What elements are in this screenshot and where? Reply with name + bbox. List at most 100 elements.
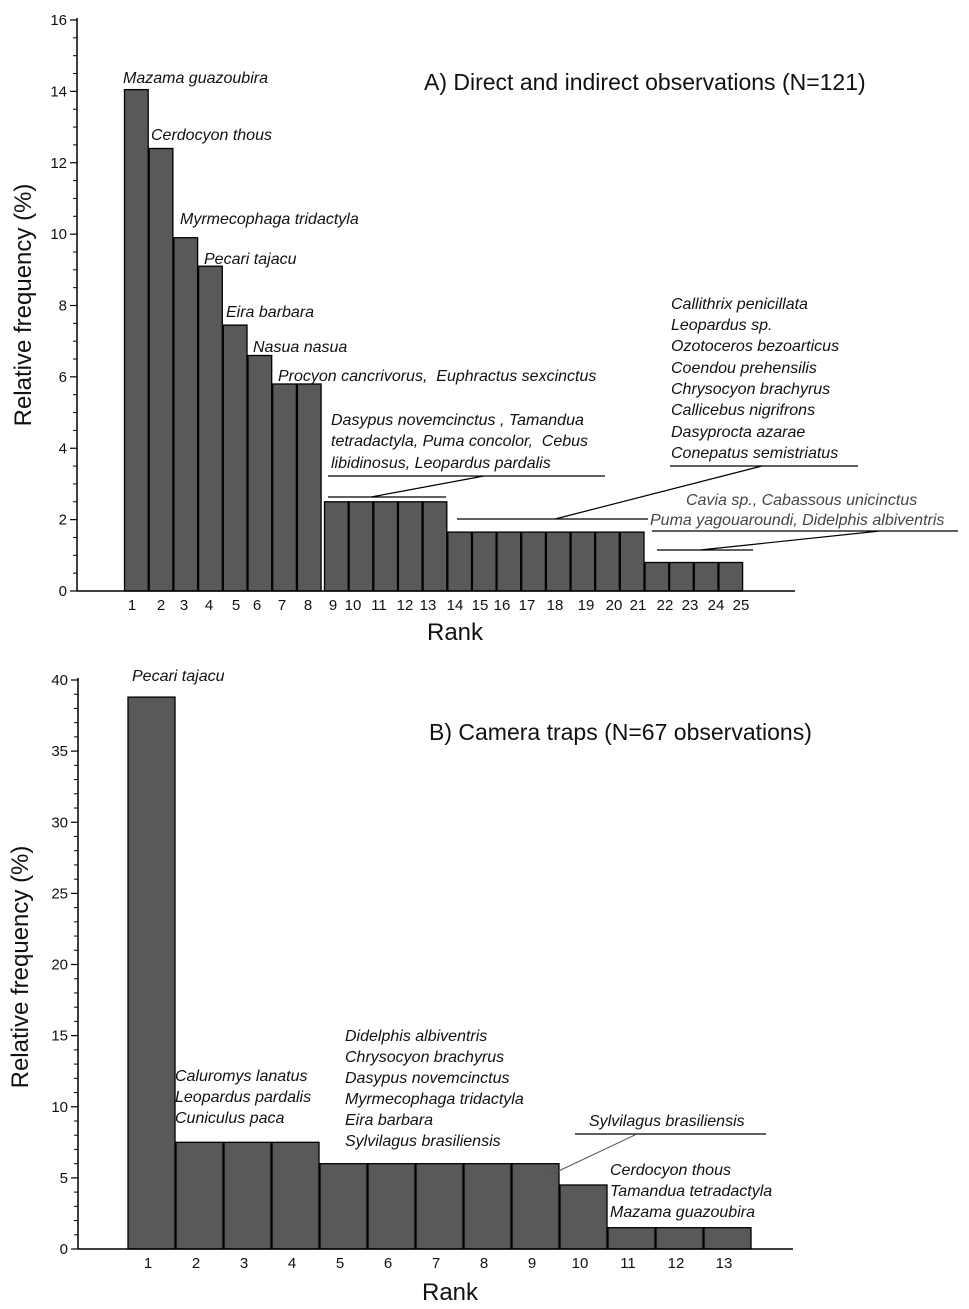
chart-a-annotation-rank-14-21-line-8: Conepatus semistriatus xyxy=(671,445,838,462)
chart-a-x-tick-label: 9 xyxy=(329,597,337,614)
chart-a-x-tick-label: 4 xyxy=(205,597,213,614)
chart-b-bar-rank-9 xyxy=(511,1163,560,1250)
chart-a-bar-rank-23 xyxy=(668,561,694,592)
chart-a-bar-rank-10 xyxy=(348,501,374,592)
chart-a-x-tick-label: 20 xyxy=(606,597,623,614)
chart-b-annotation-rank-5-9-line-1: Didelphis albiventris xyxy=(345,1028,487,1045)
chart-a-x-tick-label: 12 xyxy=(397,597,414,614)
chart-a-y-tick-label: 8 xyxy=(59,298,67,315)
chart-b-bar-rank-3 xyxy=(223,1141,272,1250)
chart-a-bar-rank-5 xyxy=(222,324,248,592)
chart-a-x-ticks: 1 2 3 4 5 6 7 8 9 10 11 12 13 14 15 16 17 18 19 20 21 22 23 24 2… xyxy=(128,597,750,614)
chart-b-x-tick-label: 12 xyxy=(668,1255,685,1272)
chart-b-x-ticks: 1 2 3 4 5 6 7 8 9 10 11 12 13 xyxy=(144,1255,733,1272)
chart-a-annotation-rank-6: Nasua nasua xyxy=(253,339,347,356)
chart-a-bar-rank-19 xyxy=(570,531,596,592)
chart-a-bracket-rank-14-21 xyxy=(457,465,858,520)
chart-a-bracket-rank-9-13 xyxy=(328,475,605,498)
chart-b-y-tick-label: 15 xyxy=(51,1028,68,1045)
chart-b-bar-rank-8 xyxy=(463,1163,512,1250)
chart-b-x-tick-label: 3 xyxy=(240,1255,248,1272)
chart-b-bar-rank-12 xyxy=(655,1227,704,1250)
chart-b-x-tick-label: 13 xyxy=(716,1255,733,1272)
chart-a-x-tick-label: 18 xyxy=(547,597,564,614)
chart-a-y-tick-label: 10 xyxy=(50,226,67,243)
chart-b-y-ticks: 0 5 10 15 20 25 30 35 40 xyxy=(51,672,78,1258)
chart-a-annotation-rank-14-21-line-1: Callithrix penicillata xyxy=(671,296,808,313)
chart-a-x-tick-label: 16 xyxy=(494,597,511,614)
chart-b-annotation-rank-5-9-line-6: Sylvilagus brasiliensis xyxy=(345,1133,501,1150)
chart-a-bar-rank-16 xyxy=(496,531,522,592)
chart-a-y-tick-label: 16 xyxy=(50,12,67,29)
chart-a-bar-rank-9 xyxy=(323,501,349,592)
chart-a-x-tick-label: 22 xyxy=(657,597,674,614)
chart-a-y-axis-title: Relative frequency (%) xyxy=(10,184,37,427)
chart-a-bar-rank-6 xyxy=(247,354,273,592)
chart-b-x-tick-label: 8 xyxy=(480,1255,488,1272)
chart-b-annotation-rank-5-9-line-5: Eira barbara xyxy=(345,1112,433,1129)
chart-a-bar-rank-2 xyxy=(148,147,174,592)
chart-a-bar-rank-18 xyxy=(545,531,571,592)
chart-b-x-tick-label: 1 xyxy=(144,1255,152,1272)
chart-a-bar-rank-1 xyxy=(123,88,149,592)
chart-a-x-tick-label: 5 xyxy=(232,597,240,614)
chart-a-x-tick-label: 11 xyxy=(371,597,387,614)
chart-a-x-tick-label: 14 xyxy=(447,597,464,614)
chart-a-x-tick-label: 23 xyxy=(682,597,699,614)
chart-a-bar-rank-25 xyxy=(718,561,744,592)
chart-a-bar-rank-7 xyxy=(272,383,298,592)
chart-b-bar-rank-2 xyxy=(175,1141,224,1250)
chart-a-bar-rank-14 xyxy=(447,531,473,592)
chart-a-bar-rank-20 xyxy=(594,531,620,592)
chart-b-annotation-rank-11-13-line-1: Cerdocyon thous xyxy=(610,1162,731,1179)
chart-b-annotation-rank-5-9-line-3: Dasypus novemcinctus xyxy=(345,1070,510,1087)
chart-b-x-tick-label: 5 xyxy=(336,1255,344,1272)
chart-a-y-tick-label: 14 xyxy=(50,83,67,100)
chart-b-bars xyxy=(127,696,752,1250)
chart-a-annotation-rank-14-21-line-5: Chrysocyon brachyrus xyxy=(671,381,830,398)
chart-b-x-tick-label: 7 xyxy=(432,1255,440,1272)
chart-b-bar-rank-5 xyxy=(319,1163,368,1250)
chart-a-annotation-rank-14-21-line-4: Coendou prehensilis xyxy=(671,360,817,377)
chart-b-x-tick-label: 11 xyxy=(620,1255,636,1272)
chart-a-x-tick-label: 17 xyxy=(519,597,536,614)
chart-b-x-tick-label: 2 xyxy=(192,1255,200,1272)
chart-b-bar-rank-6 xyxy=(367,1163,416,1250)
chart-a-x-tick-label: 21 xyxy=(630,597,647,614)
chart-a-x-tick-label: 2 xyxy=(157,597,165,614)
chart-a-bars xyxy=(123,88,744,592)
chart-a-y-tick-label: 6 xyxy=(59,369,67,386)
chart-a-bar-rank-15 xyxy=(471,531,497,592)
chart-a-annotation-rank-22-25-line-2: Puma yagouaroundi, Didelphis albiventris xyxy=(650,512,944,529)
chart-a-annotation-rank-5: Eira barbara xyxy=(226,304,314,321)
chart-a-x-tick-label: 15 xyxy=(472,597,489,614)
chart-b-annotation-rank-2-4-line-3: Cuniculus paca xyxy=(175,1110,285,1127)
chart-b-annotation-rank-11-13-line-2: Tamandua tetradactyla xyxy=(610,1183,772,1200)
chart-a-annotation-rank-2: Cerdocyon thous xyxy=(151,127,272,144)
chart-b-x-axis-title: Rank xyxy=(422,1279,479,1306)
chart-b-bar-rank-10 xyxy=(559,1184,608,1250)
chart-a-bar-rank-12 xyxy=(397,501,423,592)
chart-a-annotation-rank-14-21-line-3: Ozotoceros bezoarticus xyxy=(671,338,839,355)
chart-b-y-tick-label: 10 xyxy=(51,1099,68,1116)
chart-a-annotation-rank-14-21-line-7: Dasyprocta azarae xyxy=(671,424,805,441)
chart-b-bar-rank-1 xyxy=(127,696,176,1250)
chart-a-x-tick-label: 25 xyxy=(733,597,750,614)
chart-a-annotation-rank-9-13-line-1: Dasypus novemcinctus , Tamandua xyxy=(331,412,584,429)
chart-a-bar-rank-4 xyxy=(197,265,223,592)
chart-b-bar-rank-13 xyxy=(703,1227,752,1250)
chart-b-annotation-rank-2-4-line-1: Caluromys lanatus xyxy=(175,1068,308,1085)
chart-a-x-tick-label: 19 xyxy=(578,597,595,614)
chart-a-bar-rank-22 xyxy=(644,561,670,592)
chart-a-annotation-rank-7-8: Procyon cancrivorus, Euphractus sexcinct… xyxy=(278,368,596,385)
chart-a-x-tick-label: 8 xyxy=(304,597,312,614)
chart-a-x-tick-label: 1 xyxy=(128,597,136,614)
chart-a-x-tick-label: 10 xyxy=(345,597,362,614)
chart-a-annotation-rank-9-13-line-3: libidinosus, Leopardus pardalis xyxy=(331,455,551,472)
chart-b-y-tick-label: 5 xyxy=(60,1170,68,1187)
chart-a-y-tick-label: 4 xyxy=(59,440,67,457)
chart-a-annotation-rank-14-21-line-6: Callicebus nigrifrons xyxy=(671,402,815,419)
chart-b-y-tick-label: 35 xyxy=(51,743,68,760)
chart-a-bar-rank-11 xyxy=(373,501,399,592)
